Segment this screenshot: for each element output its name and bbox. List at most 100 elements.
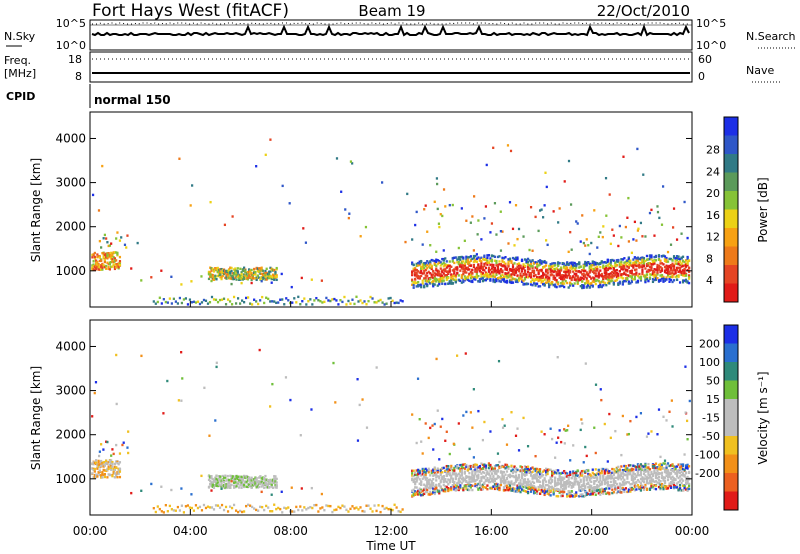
data-cell	[617, 258, 620, 262]
data-cell	[457, 274, 460, 277]
data-cell	[258, 485, 261, 489]
data-cell	[229, 486, 232, 489]
data-cell	[504, 479, 507, 483]
data-cell	[680, 256, 683, 259]
data-cell	[423, 266, 426, 269]
data-cell	[432, 259, 435, 262]
data-cell	[411, 469, 414, 472]
data-cell	[669, 275, 673, 279]
data-cell	[573, 272, 576, 276]
data-cell	[675, 469, 679, 473]
data-cell	[439, 425, 442, 428]
data-cell	[420, 285, 423, 289]
data-cell	[579, 480, 582, 483]
data-cell	[558, 268, 561, 271]
data-cell	[551, 280, 554, 284]
data-cell	[454, 465, 457, 468]
data-cell	[481, 463, 485, 467]
data-cell	[630, 269, 633, 272]
data-cell	[575, 264, 578, 267]
data-cell	[687, 276, 691, 279]
data-cell	[543, 433, 546, 436]
data-cell	[674, 465, 677, 469]
data-cell	[260, 485, 263, 488]
data-cell	[430, 482, 433, 485]
data-cell	[462, 488, 465, 492]
data-cell	[186, 303, 190, 306]
data-cell	[543, 477, 546, 480]
data-cell	[654, 472, 658, 475]
data-cell	[560, 281, 563, 285]
data-cell	[493, 275, 497, 278]
data-cell	[540, 260, 543, 263]
data-cell	[663, 277, 667, 281]
data-cell	[477, 482, 480, 486]
data-cell	[270, 281, 273, 284]
data-cell	[432, 470, 435, 473]
data-cell	[585, 469, 588, 473]
data-cell	[523, 481, 527, 484]
data-cell	[651, 474, 655, 478]
data-cell	[117, 262, 120, 266]
data-cell	[251, 483, 254, 487]
data-cell	[92, 263, 95, 266]
data-cell	[492, 280, 495, 283]
data-cell	[549, 265, 552, 269]
data-cell	[511, 488, 515, 491]
data-cell	[424, 467, 427, 471]
data-cell	[259, 272, 262, 275]
data-cell	[501, 470, 504, 474]
data-cell	[249, 276, 252, 279]
data-cell	[659, 259, 662, 262]
data-cell	[269, 266, 272, 270]
data-cell	[513, 269, 516, 272]
data-cell	[514, 204, 518, 207]
data-cell	[635, 480, 638, 484]
data-cell	[549, 271, 552, 274]
data-cell	[654, 259, 658, 262]
data-cell	[427, 471, 430, 474]
data-cell	[389, 296, 392, 300]
data-cell	[474, 254, 477, 258]
data-cell	[603, 270, 606, 273]
data-cell	[627, 240, 630, 243]
data-cell	[525, 273, 528, 276]
data-cell	[683, 200, 686, 204]
data-cell	[102, 264, 105, 267]
data-cell	[420, 283, 423, 286]
data-cell	[101, 268, 104, 271]
data-cell	[97, 461, 100, 464]
data-cell	[680, 270, 683, 274]
data-cell	[496, 263, 500, 267]
data-cell	[620, 260, 623, 264]
data-cell	[499, 470, 503, 473]
data-cell	[641, 467, 644, 470]
data-cell	[469, 465, 472, 468]
data-cell	[469, 411, 472, 414]
data-cell	[576, 275, 579, 278]
data-cell	[620, 263, 623, 266]
data-cell	[519, 479, 522, 482]
data-cell	[507, 262, 510, 266]
data-cell	[442, 272, 445, 275]
data-cell	[672, 483, 676, 487]
data-cell	[117, 472, 120, 475]
data-cell	[576, 481, 579, 484]
data-cell	[632, 479, 635, 482]
data-cell	[487, 270, 491, 273]
data-cell	[654, 466, 658, 470]
data-cell	[493, 267, 497, 270]
data-cell	[493, 479, 497, 483]
data-cell	[609, 485, 612, 488]
data-cell	[686, 262, 689, 265]
data-cell	[489, 486, 492, 490]
data-cell	[581, 495, 584, 498]
data-cell	[337, 303, 340, 306]
data-cell	[414, 267, 417, 270]
data-cell	[639, 471, 643, 475]
data-cell	[502, 465, 506, 469]
data-cell	[535, 477, 539, 480]
data-cell	[538, 263, 542, 266]
data-cell	[477, 409, 480, 413]
data-cell	[423, 284, 426, 287]
